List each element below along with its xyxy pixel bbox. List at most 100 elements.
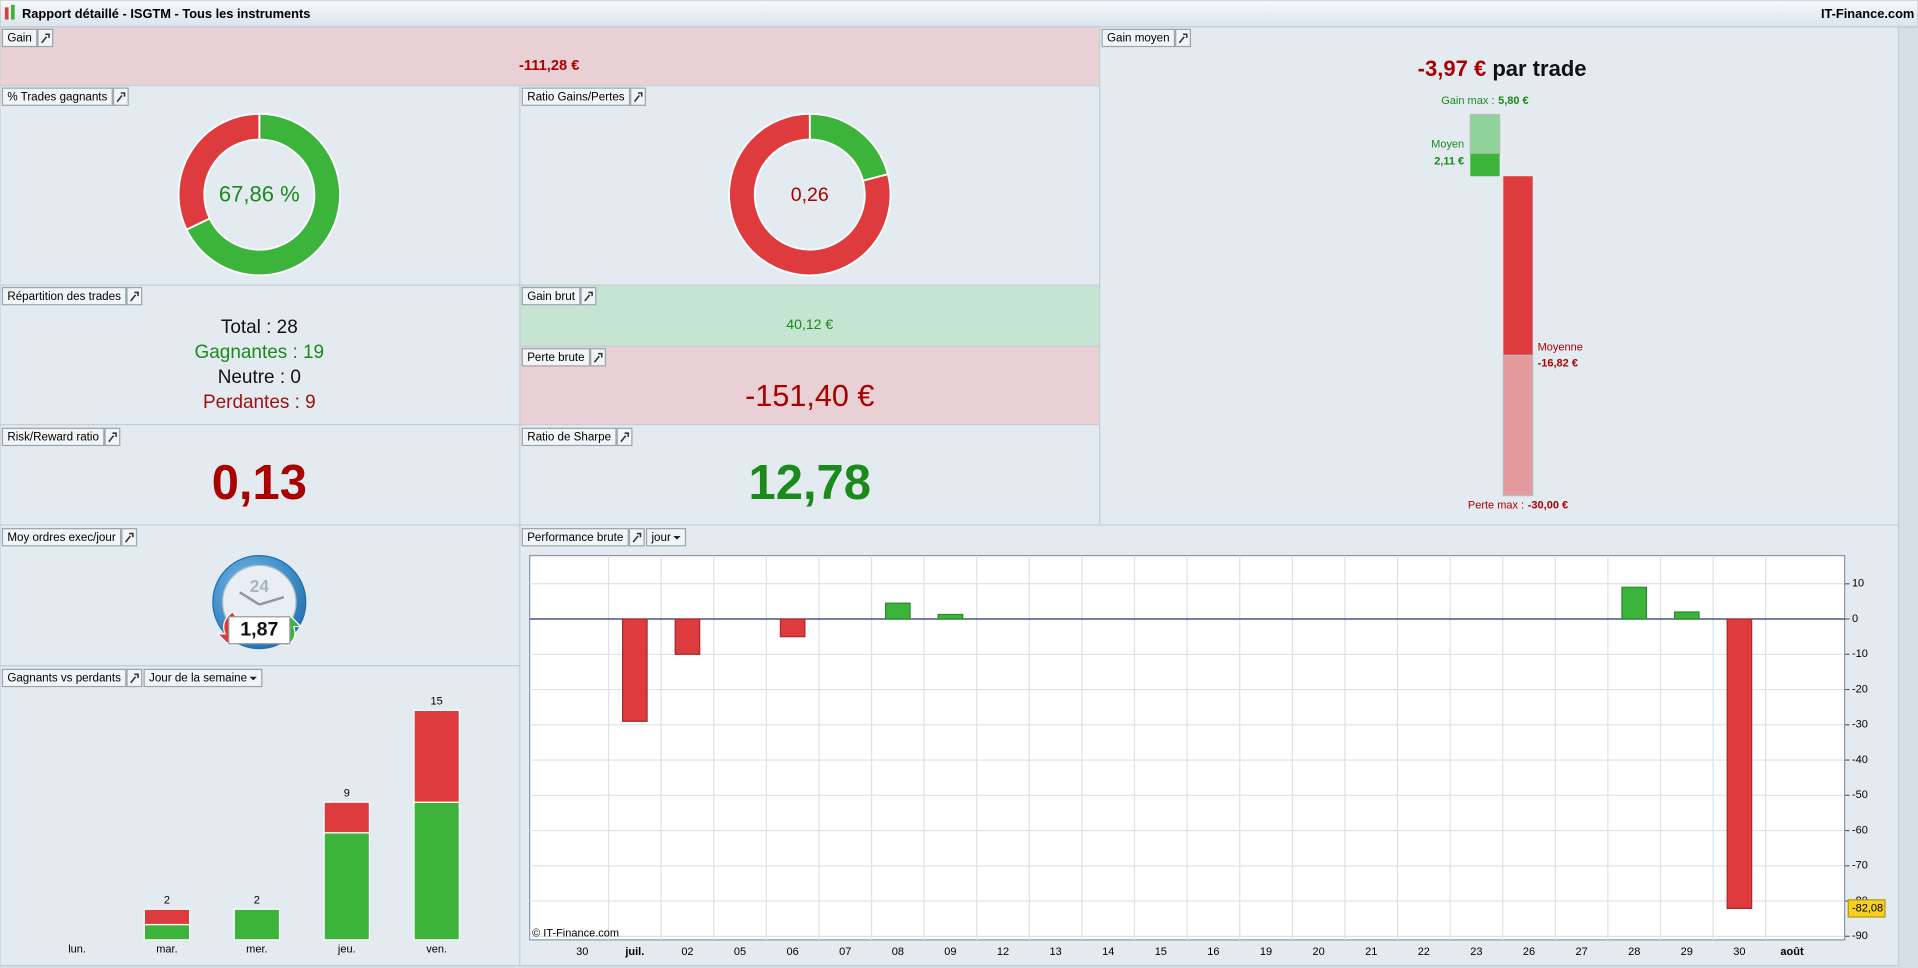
y-tick-label: 0: [1852, 613, 1858, 625]
x-tick-label: lun.: [68, 944, 86, 956]
stacked-bar: [143, 908, 191, 926]
chart-credit: © IT-Finance.com: [532, 928, 619, 940]
bar-label-value: 2,11 €: [1434, 155, 1464, 167]
dropdown-value: jour: [650, 531, 670, 544]
trade-count: Perdantes : 9: [203, 392, 316, 413]
x-tick-label: 15: [1155, 946, 1167, 958]
x-tick-label: 28: [1628, 946, 1640, 958]
total-label: 9: [344, 788, 350, 800]
panel: [1099, 26, 1900, 526]
panel-title: Gain brut: [527, 290, 576, 303]
bar-label: Gain max : 5,80 €: [1441, 95, 1528, 107]
trade-count: Gagnantes : 19: [195, 342, 325, 363]
bar: [779, 618, 806, 638]
panel-title: Répartition des trades: [7, 290, 121, 303]
gain-brut-value: 40,12 €: [786, 316, 833, 332]
x-tick-label: 12: [997, 946, 1009, 958]
panel-title: Moy ordres exec/jour: [7, 531, 116, 544]
panel: [0, 284, 521, 426]
bar-label-name: Moyenne: [1538, 341, 1583, 353]
wrench-icon: [130, 291, 139, 302]
x-tick-label: 13: [1050, 946, 1062, 958]
dropdown[interactable]: [143, 668, 263, 688]
value-label-box: [1847, 899, 1886, 918]
panel-tab: [1, 286, 127, 306]
x-tick-label: 22: [1418, 946, 1430, 958]
dropdown[interactable]: [645, 528, 687, 547]
dropdown-arrow: [249, 676, 257, 681]
x-tick-label: mer.: [246, 944, 267, 956]
panel-tab: [1, 427, 105, 447]
donut-segment: [185, 112, 341, 277]
bar-label: Perte max : -30,00 €: [1468, 499, 1568, 511]
x-tick-label: juil.: [624, 946, 644, 958]
window-title: Rapport détaillé - ISGTM - Tous les inst…: [22, 6, 310, 21]
x-tick-label: 29: [1681, 946, 1693, 958]
total-label: 15: [431, 696, 443, 708]
panel-title: Gagnants vs perdants: [7, 672, 121, 685]
bar-label-name: Perte max :: [1468, 499, 1524, 511]
bar: [674, 618, 701, 655]
gain-moyen-value: -3,97 €: [1418, 56, 1487, 81]
bar: [937, 613, 964, 620]
total-label: 2: [254, 895, 260, 907]
wrench-icon: [41, 33, 50, 44]
y-tick-label: -70: [1852, 860, 1868, 872]
stacked-bar: [233, 908, 281, 941]
panel: [519, 284, 1101, 347]
bar-label-value: -16,82 €: [1538, 357, 1578, 369]
x-tick-label: 27: [1575, 946, 1587, 958]
bar: [1621, 586, 1648, 620]
donut-label: 0,26: [791, 184, 829, 206]
panel-title: Ratio de Sharpe: [527, 431, 611, 444]
wrench-icon: [620, 432, 630, 443]
wrench-icon: [108, 432, 117, 443]
bar: [1673, 611, 1700, 620]
trade-count: Neutre : 0: [218, 367, 301, 388]
risk-reward-value: 0,13: [212, 456, 307, 510]
stacked-bar: [323, 801, 371, 834]
y-tick-label: -20: [1852, 683, 1868, 695]
gain-moyen-title: -3,97 € par trade: [1418, 56, 1587, 81]
stacked-bar: [143, 923, 191, 941]
wrench-icon: [116, 92, 126, 103]
panel-title: Perte brute: [527, 351, 584, 364]
x-tick-label: 26: [1523, 946, 1535, 958]
wrench-icon: [632, 532, 642, 543]
bar: [884, 602, 911, 620]
x-tick-label: 07: [839, 946, 851, 958]
total-label: 2: [164, 895, 170, 907]
gauge-dial: 24: [250, 577, 270, 596]
gauge-value: 1,87: [240, 618, 278, 640]
panel-title: Gain moyen: [1107, 32, 1170, 45]
gain-value: -111,28 €: [519, 58, 579, 74]
y-tick-label: -10: [1852, 648, 1868, 660]
wrench-icon: [633, 92, 643, 103]
x-tick-label: 05: [734, 946, 746, 958]
x-tick-label: 16: [1207, 946, 1219, 958]
gauge-value-box: [228, 616, 291, 645]
panel-tab: [521, 286, 581, 306]
app-icon: [11, 4, 15, 20]
y-tick-label: -60: [1852, 824, 1868, 836]
panel-tab: [521, 427, 617, 447]
gauge-hands: [239, 591, 285, 606]
panel-tab: [1, 528, 122, 547]
bar-label-name: Moyen: [1431, 138, 1464, 150]
panel-tab: [521, 528, 629, 547]
donut-label: 67,86 %: [219, 182, 300, 207]
x-tick-label: 21: [1365, 946, 1377, 958]
gain-max-bar: [1469, 113, 1501, 155]
x-tick-label: août: [1780, 946, 1804, 958]
wrench-icon: [124, 532, 134, 543]
stacked-bar: [323, 832, 371, 941]
gain-avg-bar: [1470, 153, 1500, 177]
dropdown-arrow: [673, 536, 681, 540]
panel-tab: [521, 348, 591, 367]
stacked-bar: [413, 801, 460, 941]
panel: [519, 345, 1101, 426]
y-tick-label: -40: [1852, 754, 1868, 766]
